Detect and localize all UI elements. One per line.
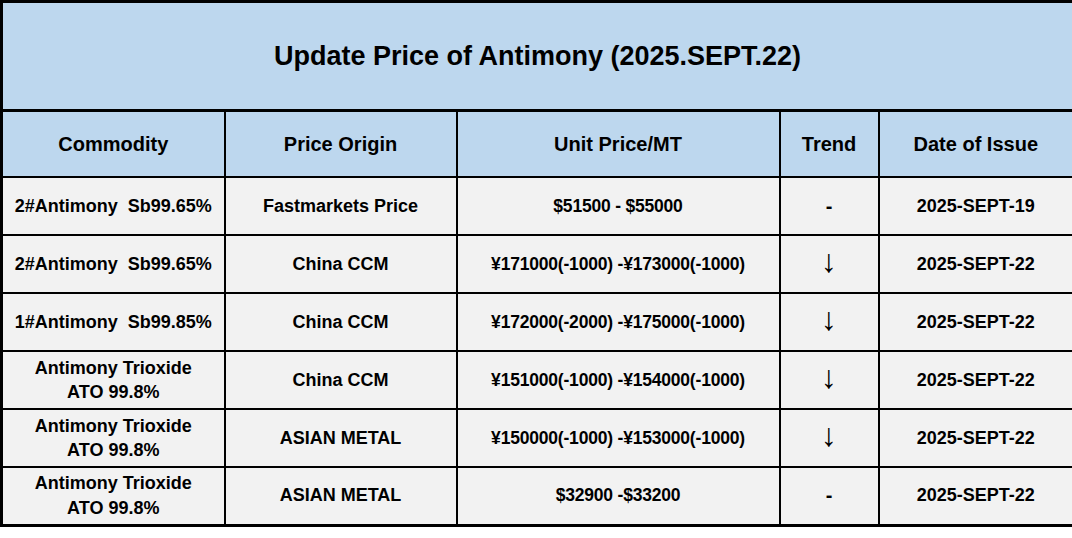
column-header-date-of-issue: Date of Issue — [879, 111, 1072, 178]
cell-date-of-issue: 2025-SEPT-22 — [879, 235, 1072, 293]
cell-commodity: 2#Antimony Sb99.65% — [2, 235, 225, 293]
trend-flat-indicator: - — [780, 467, 879, 525]
cell-price-origin: China CCM — [225, 235, 457, 293]
table-row: 2#Antimony Sb99.65% China CCM ¥171000(-1… — [2, 235, 1072, 293]
cell-unit-price: $32900 -$33200 — [457, 467, 780, 525]
table-row: 1#Antimony Sb99.85% China CCM ¥172000(-2… — [2, 293, 1072, 351]
cell-commodity: Antimony Trioxide ATO 99.8% — [2, 409, 225, 467]
table-row: Antimony Trioxide ATO 99.8% ASIAN METAL … — [2, 409, 1072, 467]
trend-flat-indicator: - — [780, 177, 879, 235]
column-header-row: Commodity Price Origin Unit Price/MT Tre… — [2, 111, 1072, 178]
cell-unit-price: ¥171000(-1000) -¥173000(-1000) — [457, 235, 780, 293]
cell-price-origin: China CCM — [225, 293, 457, 351]
column-header-unit-price: Unit Price/MT — [457, 111, 780, 178]
cell-date-of-issue: 2025-SEPT-19 — [879, 177, 1072, 235]
trend-down-arrow-icon: ↓ — [780, 235, 879, 293]
cell-price-origin: ASIAN METAL — [225, 409, 457, 467]
cell-date-of-issue: 2025-SEPT-22 — [879, 409, 1072, 467]
cell-unit-price: ¥150000(-1000) -¥153000(-1000) — [457, 409, 780, 467]
cell-unit-price: ¥172000(-2000) -¥175000(-1000) — [457, 293, 780, 351]
trend-down-arrow-icon: ↓ — [780, 293, 879, 351]
title-row: Update Price of Antimony (2025.SEPT.22) — [2, 2, 1072, 111]
cell-date-of-issue: 2025-SEPT-22 — [879, 293, 1072, 351]
table-row: Antimony Trioxide ATO 99.8% ASIAN METAL … — [2, 467, 1072, 525]
table-row: Antimony Trioxide ATO 99.8% China CCM ¥1… — [2, 351, 1072, 409]
cell-price-origin: ASIAN METAL — [225, 467, 457, 525]
cell-date-of-issue: 2025-SEPT-22 — [879, 351, 1072, 409]
cell-commodity: Antimony Trioxide ATO 99.8% — [2, 467, 225, 525]
cell-price-origin: Fastmarkets Price — [225, 177, 457, 235]
cell-commodity: Antimony Trioxide ATO 99.8% — [2, 351, 225, 409]
column-header-price-origin: Price Origin — [225, 111, 457, 178]
column-header-commodity: Commodity — [2, 111, 225, 178]
cell-date-of-issue: 2025-SEPT-22 — [879, 467, 1072, 525]
column-header-trend: Trend — [780, 111, 879, 178]
cell-commodity: 2#Antimony Sb99.65% — [2, 177, 225, 235]
trend-down-arrow-icon: ↓ — [780, 351, 879, 409]
cell-commodity: 1#Antimony Sb99.85% — [2, 293, 225, 351]
cell-unit-price: ¥151000(-1000) -¥154000(-1000) — [457, 351, 780, 409]
price-table: Update Price of Antimony (2025.SEPT.22) … — [0, 0, 1072, 527]
trend-down-arrow-icon: ↓ — [780, 409, 879, 467]
page-title: Update Price of Antimony (2025.SEPT.22) — [2, 2, 1072, 111]
cell-price-origin: China CCM — [225, 351, 457, 409]
cell-unit-price: $51500 - $55000 — [457, 177, 780, 235]
table-row: 2#Antimony Sb99.65% Fastmarkets Price $5… — [2, 177, 1072, 235]
